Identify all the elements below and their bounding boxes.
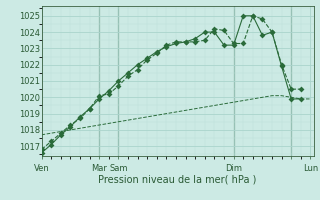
X-axis label: Pression niveau de la mer( hPa ): Pression niveau de la mer( hPa ) xyxy=(99,174,257,184)
